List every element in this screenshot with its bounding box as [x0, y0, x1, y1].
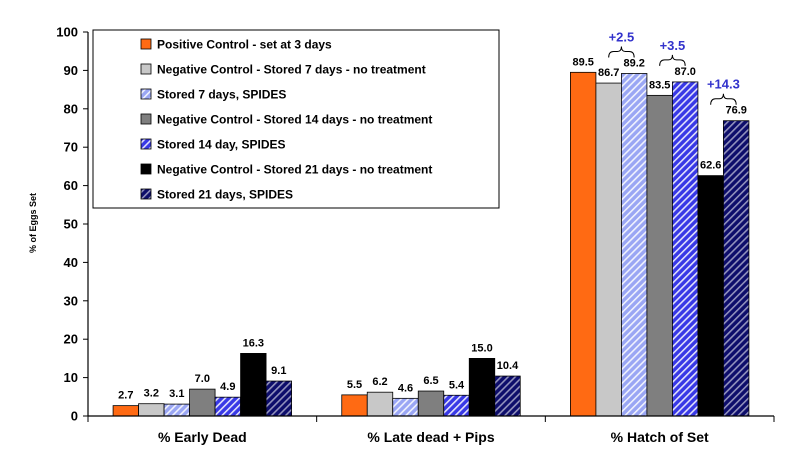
y-tick-label: 10: [64, 370, 78, 385]
data-label: 6.5: [423, 375, 438, 387]
legend-entry: Negative Control - Stored 21 days - no t…: [157, 163, 432, 177]
data-label: 9.1: [271, 365, 286, 377]
bar: [494, 375, 521, 417]
legend-entry: Stored 7 days, SPIDES: [157, 88, 286, 102]
bar: [697, 175, 724, 417]
data-label: 3.2: [144, 388, 159, 400]
annotation-label: +2.5: [609, 29, 635, 44]
data-label: 62.6: [700, 160, 721, 172]
data-label: 2.7: [118, 390, 133, 402]
data-label: 83.5: [649, 79, 670, 91]
y-axis-ticks: 0 10 20 30 40 50 60 70 80 90 100: [56, 25, 88, 424]
legend-entry: Negative Control - Stored 14 days - no t…: [157, 113, 432, 127]
bar: [417, 390, 445, 417]
bar: [595, 82, 622, 417]
legend-entry: Positive Control - set at 3 days: [157, 38, 332, 52]
bar: [189, 388, 216, 417]
data-label: 6.2: [372, 376, 387, 388]
bar: [138, 403, 165, 417]
legend-entry: Negative Control - Stored 7 days - no tr…: [157, 63, 426, 77]
y-tick-label: 80: [64, 101, 78, 116]
y-tick-label: 90: [64, 63, 78, 78]
y-tick-label: 60: [64, 178, 78, 193]
y-axis-label: % of Eggs Set: [28, 193, 38, 253]
annotation-label: +14.3: [707, 77, 740, 92]
y-tick-label: 30: [64, 293, 78, 308]
bars: [112, 71, 750, 417]
bar: [214, 396, 241, 417]
category-label: % Hatch of Set: [611, 429, 709, 445]
data-label: 76.9: [725, 105, 746, 117]
y-tick-label: 0: [71, 409, 78, 424]
bar: [341, 394, 368, 417]
value-labels: 2.7 5.5 89.5 3.2 6.2 86.7 3.1 4.6 89.2 7.0 6.5 83.5…: [118, 56, 747, 401]
y-tick-label: 70: [64, 140, 78, 155]
category-label: % Early Dead: [158, 429, 247, 445]
data-label: 4.6: [398, 382, 413, 394]
difference-annotations: +2.5 +3.5 +14.3: [608, 29, 740, 105]
data-label: 87.0: [674, 66, 695, 78]
bar: [265, 380, 292, 417]
annotation-brace: [608, 46, 635, 58]
bar: [112, 405, 139, 417]
y-tick-label: 100: [56, 25, 78, 40]
data-label: 16.3: [243, 337, 264, 349]
data-label: 86.7: [598, 67, 619, 79]
data-label: 89.5: [572, 56, 593, 68]
axes: [87, 32, 775, 422]
category-label: % Late dead + Pips: [367, 429, 494, 445]
bar: [392, 397, 419, 417]
data-label: 5.4: [449, 379, 465, 391]
y-tick-label: 20: [64, 332, 78, 347]
legend-swatch: [140, 163, 152, 175]
legend-entry: Stored 21 days, SPIDES: [157, 188, 293, 202]
legend-swatch: [140, 138, 152, 150]
bar: [672, 81, 699, 417]
legend-box: [92, 29, 500, 209]
bar: [366, 391, 394, 417]
bar: [570, 71, 597, 417]
bar: [443, 394, 470, 417]
legend-swatch: [140, 88, 152, 100]
legend-swatch: [140, 113, 152, 125]
bar: [723, 120, 750, 417]
legend: Positive Control - set at 3 days Negative…: [92, 29, 500, 209]
annotation-label: +3.5: [660, 38, 686, 53]
y-tick-label: 50: [64, 217, 78, 232]
legend-swatch: [140, 188, 152, 200]
data-label: 4.9: [220, 381, 235, 393]
category-labels: % Early Dead % Late dead + Pips % Hatch of…: [158, 429, 709, 445]
bar: [468, 357, 496, 417]
data-label: 7.0: [195, 373, 210, 385]
bar: [646, 94, 673, 417]
legend-entry: Stored 14 day, SPIDES: [157, 138, 286, 152]
data-label: 15.0: [471, 342, 492, 354]
data-label: 5.5: [347, 379, 362, 391]
legend-swatch: [140, 38, 152, 50]
bar: [240, 353, 267, 417]
y-tick-label: 40: [64, 255, 78, 270]
bar: [621, 73, 648, 417]
data-label: 89.2: [623, 57, 644, 69]
annotation-brace: [710, 93, 737, 105]
data-label: 3.1: [169, 388, 184, 400]
legend-swatch: [140, 63, 152, 75]
bar: [163, 403, 190, 417]
data-label: 10.4: [497, 360, 519, 372]
annotation-brace: [659, 54, 686, 66]
